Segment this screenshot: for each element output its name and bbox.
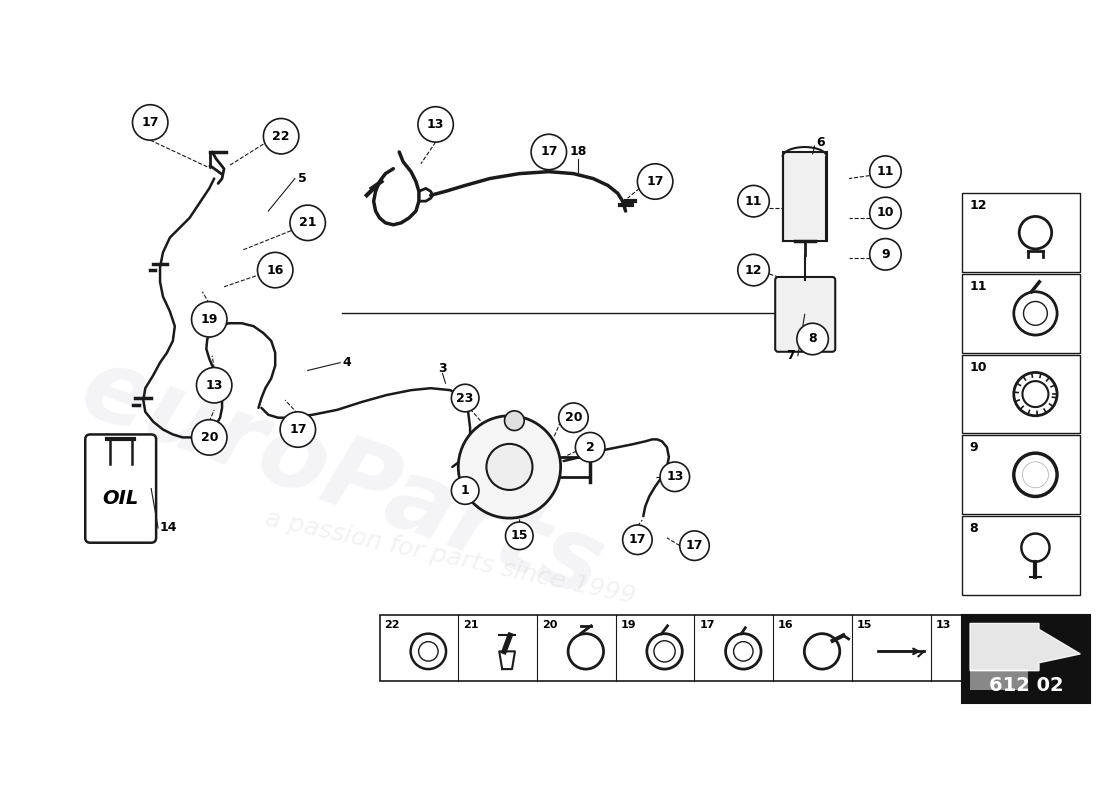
Circle shape [575, 433, 605, 462]
Text: 21: 21 [463, 621, 478, 630]
Bar [970, 669, 1027, 690]
Text: 11: 11 [745, 194, 762, 208]
FancyBboxPatch shape [85, 434, 156, 542]
Text: 19: 19 [200, 313, 218, 326]
Text: 612 02: 612 02 [989, 676, 1064, 695]
Text: 10: 10 [969, 361, 987, 374]
Text: 21: 21 [299, 216, 317, 230]
Text: 8: 8 [969, 522, 978, 535]
Circle shape [870, 198, 901, 229]
Bar [783, 152, 827, 241]
Circle shape [680, 531, 710, 561]
Text: 13: 13 [936, 621, 952, 630]
Text: 22: 22 [385, 621, 400, 630]
Text: 11: 11 [877, 165, 894, 178]
Text: 23: 23 [456, 391, 474, 405]
Text: 18: 18 [570, 146, 587, 158]
Circle shape [738, 254, 769, 286]
Text: 3: 3 [438, 362, 447, 375]
Text: 4: 4 [342, 356, 351, 369]
Bar [379, 614, 1010, 682]
Circle shape [290, 205, 326, 241]
Text: 17: 17 [629, 534, 646, 546]
Bar [962, 516, 1080, 595]
Circle shape [459, 416, 561, 518]
Circle shape [486, 444, 532, 490]
Text: 6: 6 [816, 136, 825, 149]
Circle shape [559, 403, 588, 433]
Text: 16: 16 [778, 621, 794, 630]
Text: 20: 20 [564, 411, 582, 424]
Bar [962, 274, 1080, 353]
Circle shape [870, 238, 901, 270]
Text: 15: 15 [857, 621, 872, 630]
Circle shape [197, 367, 232, 403]
Text: 17: 17 [647, 175, 664, 188]
Text: 13: 13 [667, 470, 683, 483]
Text: 19: 19 [620, 621, 636, 630]
Circle shape [451, 477, 478, 504]
Text: 10: 10 [877, 206, 894, 219]
Text: OIL: OIL [102, 489, 139, 508]
Circle shape [418, 106, 453, 142]
Circle shape [280, 412, 316, 447]
Circle shape [257, 252, 293, 288]
Text: 20: 20 [200, 431, 218, 444]
Text: a passion for parts since 1999: a passion for parts since 1999 [263, 506, 638, 609]
Circle shape [191, 420, 227, 455]
Circle shape [531, 134, 566, 170]
Circle shape [505, 411, 525, 430]
Circle shape [870, 156, 901, 187]
Text: 17: 17 [289, 423, 307, 436]
Text: 12: 12 [969, 199, 987, 212]
Text: 17: 17 [540, 146, 558, 158]
Circle shape [451, 384, 478, 412]
Text: 13: 13 [427, 118, 444, 131]
Bar [962, 194, 1080, 272]
Text: 9: 9 [969, 442, 978, 454]
Bar [962, 354, 1080, 434]
Text: 17: 17 [700, 621, 715, 630]
Polygon shape [970, 623, 1080, 670]
Text: 9: 9 [881, 248, 890, 261]
Text: 20: 20 [542, 621, 558, 630]
Text: 12: 12 [745, 263, 762, 277]
Circle shape [191, 302, 227, 337]
Bar [962, 435, 1080, 514]
Text: 11: 11 [969, 280, 987, 293]
Text: 13: 13 [206, 378, 223, 392]
Text: 14: 14 [160, 522, 177, 534]
FancyBboxPatch shape [776, 277, 835, 352]
Text: 22: 22 [273, 130, 290, 142]
Text: 7: 7 [786, 350, 795, 362]
Circle shape [738, 186, 769, 217]
Bar [962, 614, 1090, 703]
Text: 8: 8 [808, 333, 817, 346]
Circle shape [132, 105, 168, 140]
Text: 1: 1 [461, 484, 470, 497]
Text: 5: 5 [298, 172, 307, 185]
Text: 15: 15 [510, 530, 528, 542]
Circle shape [623, 525, 652, 554]
Text: 17: 17 [685, 539, 703, 552]
Circle shape [660, 462, 690, 491]
Circle shape [796, 323, 828, 354]
Circle shape [263, 118, 299, 154]
Text: 16: 16 [266, 263, 284, 277]
Text: 2: 2 [586, 441, 594, 454]
Text: euroParts: euroParts [68, 339, 616, 618]
Text: 17: 17 [142, 116, 160, 129]
Circle shape [637, 164, 673, 199]
Circle shape [506, 522, 534, 550]
